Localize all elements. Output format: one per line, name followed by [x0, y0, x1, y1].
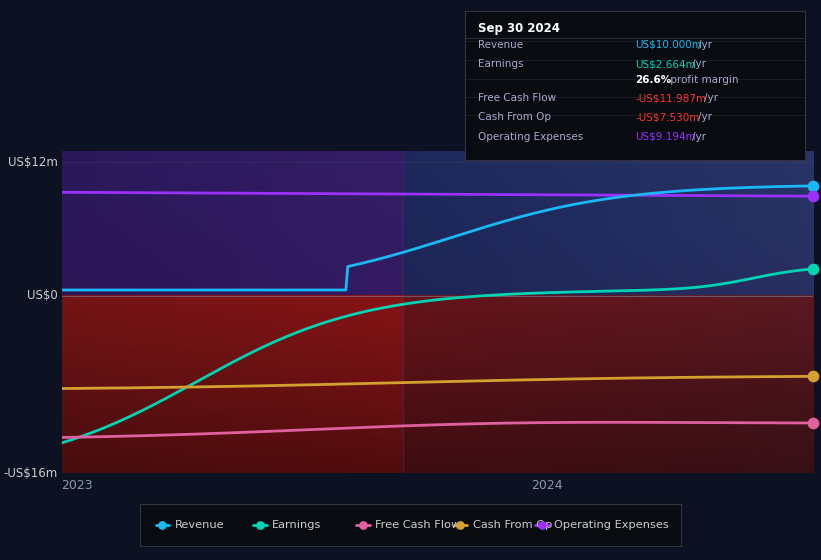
- Text: Cash From Op: Cash From Op: [473, 520, 553, 530]
- Text: US$10.000m: US$10.000m: [635, 40, 702, 50]
- Text: Operating Expenses: Operating Expenses: [479, 132, 584, 142]
- Text: 26.6%: 26.6%: [635, 76, 672, 86]
- Text: /yr: /yr: [692, 132, 706, 142]
- Text: Revenue: Revenue: [479, 40, 524, 50]
- Text: /yr: /yr: [698, 113, 712, 123]
- Point: [535, 521, 548, 530]
- Point: [156, 521, 169, 530]
- Text: Earnings: Earnings: [273, 520, 322, 530]
- Point: [806, 264, 819, 273]
- Point: [806, 181, 819, 190]
- Text: -US$11.987m: -US$11.987m: [635, 93, 706, 103]
- Text: /yr: /yr: [698, 40, 712, 50]
- Text: US$9.194m: US$9.194m: [635, 132, 695, 142]
- Text: Earnings: Earnings: [479, 59, 524, 69]
- Text: Free Cash Flow: Free Cash Flow: [479, 93, 557, 103]
- Text: US$2.664m: US$2.664m: [635, 59, 695, 69]
- Text: Sep 30 2024: Sep 30 2024: [479, 22, 560, 35]
- Point: [356, 521, 369, 530]
- Point: [806, 418, 819, 427]
- Text: US$12m: US$12m: [8, 156, 57, 169]
- Point: [806, 372, 819, 381]
- Text: Revenue: Revenue: [175, 520, 224, 530]
- Point: [454, 521, 467, 530]
- Point: [806, 192, 819, 200]
- Point: [254, 521, 267, 530]
- Text: Free Cash Flow: Free Cash Flow: [375, 520, 461, 530]
- Text: /yr: /yr: [692, 59, 706, 69]
- Text: Operating Expenses: Operating Expenses: [554, 520, 669, 530]
- Text: /yr: /yr: [704, 93, 718, 103]
- Text: -US$16m: -US$16m: [3, 466, 57, 480]
- Text: Cash From Op: Cash From Op: [479, 113, 552, 123]
- Text: profit margin: profit margin: [667, 76, 738, 86]
- Text: US$0: US$0: [27, 289, 57, 302]
- Text: -US$7.530m: -US$7.530m: [635, 113, 699, 123]
